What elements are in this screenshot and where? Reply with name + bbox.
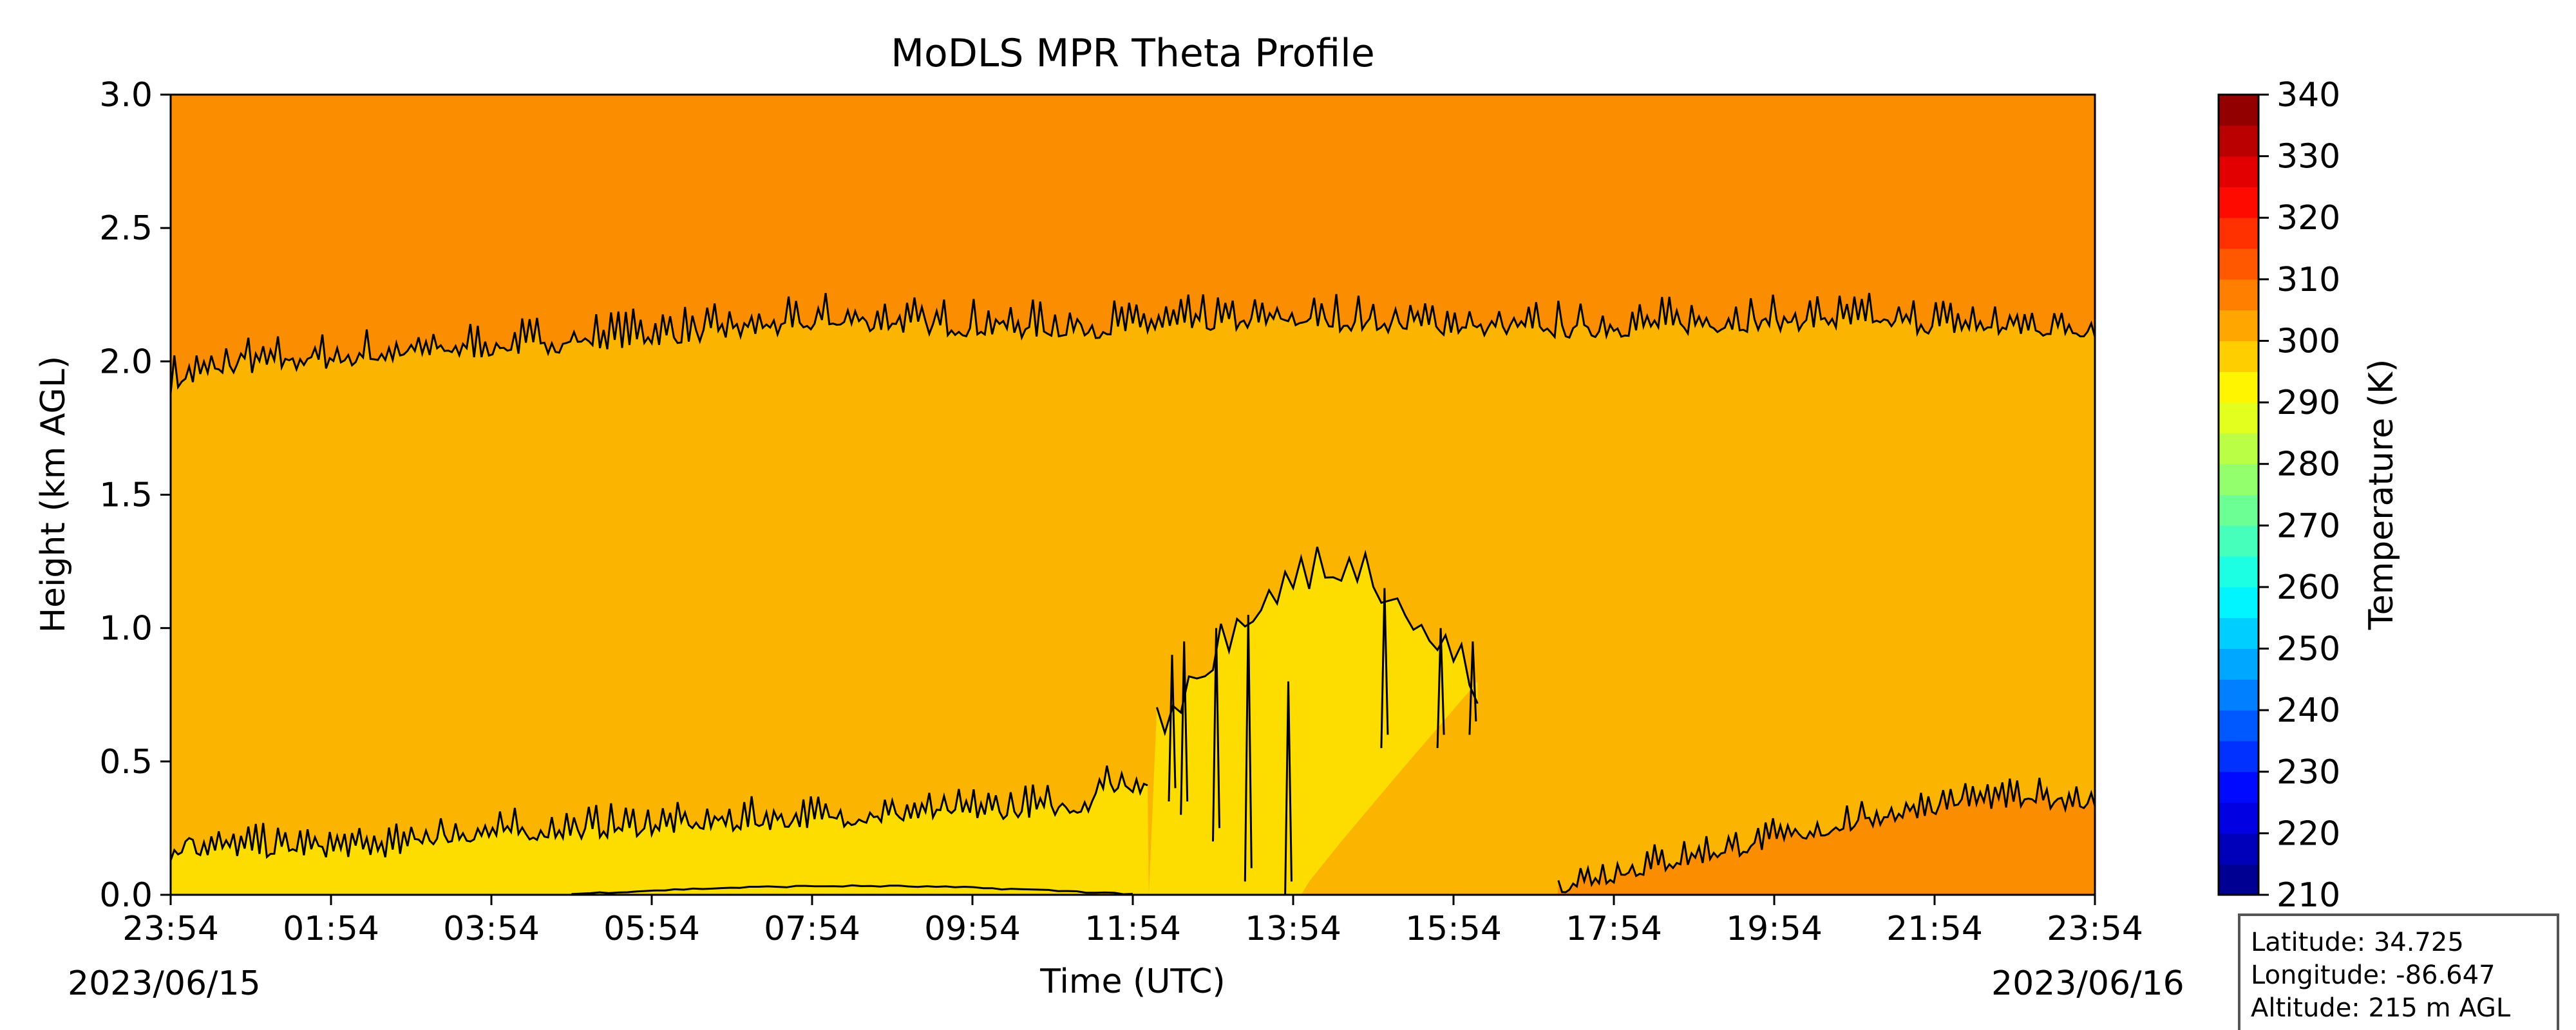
colorbar-segment bbox=[2219, 710, 2259, 742]
x-tick-label: 21:54 bbox=[1886, 910, 1983, 948]
colorbar-tick-label: 290 bbox=[2277, 384, 2340, 422]
longitude-text: Longitude: -86.647 bbox=[2251, 960, 2496, 990]
chart-title: MoDLS MPR Theta Profile bbox=[891, 31, 1375, 76]
y-tick-label: 1.0 bbox=[99, 610, 153, 648]
x-tick-label: 19:54 bbox=[1726, 910, 1823, 948]
x-tick-label: 17:54 bbox=[1566, 910, 1662, 948]
colorbar-tick-label: 300 bbox=[2277, 322, 2340, 360]
contour-lower bbox=[171, 765, 1148, 861]
colorbar-segment bbox=[2219, 310, 2259, 341]
contour-spike bbox=[1436, 628, 1445, 749]
x-tick-label: 15:54 bbox=[1405, 910, 1502, 948]
colorbar-segment bbox=[2219, 771, 2259, 803]
y-tick-label: 2.5 bbox=[99, 209, 153, 248]
fill-305-310-evening bbox=[1557, 778, 2095, 895]
colorbar: 210 220 230 240 250 260 270 280 290 300 310 320 330 3… bbox=[2217, 76, 2340, 915]
colorbar-tick-label: 270 bbox=[2277, 507, 2340, 545]
colorbar-segment bbox=[2219, 556, 2259, 588]
colorbar-segment bbox=[2219, 341, 2259, 372]
colorbar-segment bbox=[2219, 218, 2259, 249]
colorbar-segment bbox=[2219, 156, 2259, 187]
contour-spike bbox=[1244, 614, 1253, 882]
y-axis-label: Height (km AGL) bbox=[34, 356, 73, 633]
colorbar-segment bbox=[2219, 433, 2259, 465]
colorbar-tick-label: 330 bbox=[2277, 138, 2340, 176]
x-tick-label: 07:54 bbox=[764, 910, 860, 948]
contour-plume bbox=[1155, 547, 1479, 736]
colorbar-tick-label: 260 bbox=[2277, 568, 2340, 607]
colorbar-tick-label: 250 bbox=[2277, 630, 2340, 669]
contour-surface bbox=[571, 884, 1133, 895]
y-axis: 0.0 0.5 1.0 1.5 2.0 2.5 3.0 bbox=[99, 76, 171, 915]
altitude-text: Altitude: 215 m AGL bbox=[2251, 993, 2511, 1023]
x-tick-label: 23:54 bbox=[122, 910, 219, 948]
colorbar-label: Temperature (K) bbox=[2362, 359, 2401, 631]
colorbar-tick-label: 310 bbox=[2277, 261, 2340, 299]
x-tick-label: 23:54 bbox=[2047, 910, 2143, 948]
colorbar-tick-label: 240 bbox=[2277, 691, 2340, 730]
date-end-label: 2023/06/16 bbox=[1991, 964, 2184, 1003]
y-tick-label: 3.0 bbox=[99, 76, 153, 115]
fill-295-300-plume bbox=[1148, 547, 1478, 895]
latitude-text: Latitude: 34.725 bbox=[2251, 928, 2464, 957]
colorbar-tick-label: 340 bbox=[2277, 76, 2340, 115]
colorbar-frame bbox=[2217, 93, 2260, 896]
colorbar-segment bbox=[2219, 740, 2259, 772]
colorbar-tick-label: 210 bbox=[2277, 876, 2340, 915]
x-tick-label: 01:54 bbox=[283, 910, 379, 948]
x-axis: 23:54 01:54 03:54 05:54 07:54 09:54 11:54 13:54… bbox=[122, 895, 2143, 948]
contour-evening bbox=[1557, 778, 2095, 894]
contour-spike bbox=[1180, 641, 1189, 815]
y-tick-label: 0.5 bbox=[99, 743, 153, 782]
colorbar-segment bbox=[2219, 525, 2259, 557]
contour-spike bbox=[1468, 641, 1477, 735]
x-tick-label: 13:54 bbox=[1245, 910, 1341, 948]
colorbar-tick-label: 280 bbox=[2277, 445, 2340, 484]
contour-upper bbox=[171, 292, 2095, 394]
contour-spike bbox=[1168, 655, 1177, 802]
colorbar-tick-label: 230 bbox=[2277, 753, 2340, 792]
y-tick-label: 0.0 bbox=[99, 876, 153, 915]
colorbar-segment bbox=[2219, 402, 2259, 434]
colorbar-segment bbox=[2219, 279, 2259, 311]
colorbar-segment bbox=[2219, 95, 2259, 126]
colorbar-segment bbox=[2219, 679, 2259, 711]
x-axis-label: Time (UTC) bbox=[1039, 962, 1225, 1001]
colorbar-segment bbox=[2219, 187, 2259, 218]
colorbar-segment bbox=[2219, 371, 2259, 403]
y-tick-label: 1.5 bbox=[99, 476, 153, 515]
contour-spike bbox=[1380, 588, 1389, 749]
colorbar-segment bbox=[2219, 464, 2259, 495]
colorbar-segment bbox=[2219, 248, 2259, 280]
plot-area bbox=[171, 95, 2095, 895]
colorbar-segment bbox=[2219, 494, 2259, 526]
colorbar-segment bbox=[2219, 833, 2259, 865]
x-tick-label: 03:54 bbox=[443, 910, 540, 948]
x-tick-label: 11:54 bbox=[1084, 910, 1181, 948]
x-tick-label: 09:54 bbox=[924, 910, 1021, 948]
fill-305-310-upper bbox=[171, 95, 2095, 394]
colorbar-segment bbox=[2219, 648, 2259, 680]
colorbar-segment bbox=[2219, 802, 2259, 834]
contour-spike bbox=[1212, 628, 1220, 842]
colorbar-segment bbox=[2219, 125, 2259, 157]
colorbar-tick-label: 320 bbox=[2277, 199, 2340, 238]
colorbar-tick-label: 220 bbox=[2277, 814, 2340, 853]
station-info-box: Latitude: 34.725 Longitude: -86.647 Alti… bbox=[2238, 913, 2559, 1030]
y-tick-label: 2.0 bbox=[99, 342, 153, 381]
colorbar-segment bbox=[2219, 586, 2259, 619]
date-start-label: 2023/06/15 bbox=[68, 964, 261, 1003]
contour-spike bbox=[1284, 681, 1293, 895]
x-tick-label: 05:54 bbox=[603, 910, 700, 948]
colorbar-segment bbox=[2219, 864, 2259, 895]
colorbar-segment bbox=[2219, 617, 2259, 650]
